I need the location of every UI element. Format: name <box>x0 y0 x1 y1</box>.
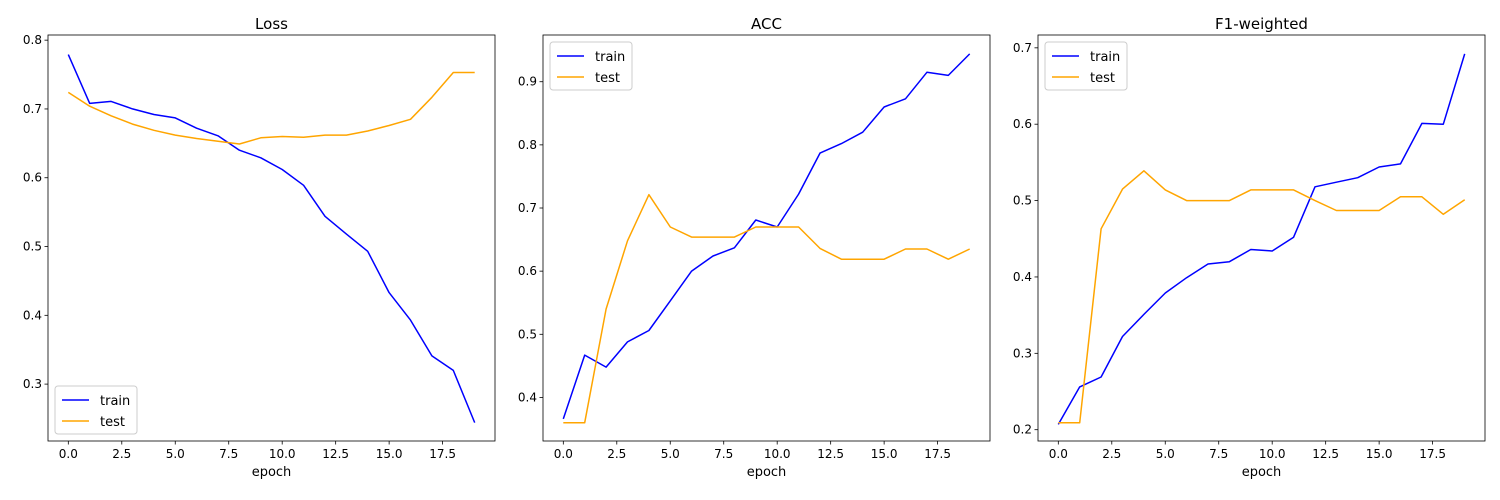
plot-area <box>1038 35 1485 441</box>
y-tick-label: 0.7 <box>518 201 537 215</box>
legend-label-train: train <box>1090 50 1120 65</box>
chart-panel-1: 0.0 2.5 5.0 7.5 10.0 12.5 15.0 17.5 0.3 0.4 0.5 0.6… <box>23 15 496 480</box>
y-tick-label: 0.5 <box>518 327 537 341</box>
series-line-train <box>67 54 476 423</box>
x-tick-label: 12.5 <box>1312 447 1339 461</box>
plot-frame <box>47 34 496 442</box>
x-tick-label: 12.5 <box>322 447 349 461</box>
y-tick-label: 0.3 <box>1013 346 1032 360</box>
x-tick-label: 0.0 <box>59 447 78 461</box>
legend-box <box>549 41 633 91</box>
y-tick-label: 0.6 <box>518 264 537 278</box>
x-tick-label: 12.5 <box>817 447 844 461</box>
plot-frame <box>1037 34 1486 442</box>
chart-title: F1-weighted <box>1215 15 1308 33</box>
x-axis-label: epoch <box>747 465 787 480</box>
plot-area <box>48 35 495 441</box>
plot-area <box>543 35 990 441</box>
x-tick-label: 7.5 <box>1209 447 1228 461</box>
x-tick-label: 10.0 <box>269 447 296 461</box>
y-tick-label: 0.4 <box>23 308 42 322</box>
y-tick-label: 0.2 <box>1013 423 1032 437</box>
y-tick-label: 0.7 <box>23 102 42 116</box>
x-tick-label: 15.0 <box>376 447 403 461</box>
y-tick-label: 0.4 <box>1013 270 1032 284</box>
plot-frame <box>542 34 991 442</box>
x-axis-label: epoch <box>252 465 292 480</box>
x-tick-label: 10.0 <box>764 447 791 461</box>
x-tick-label: 5.0 <box>166 447 185 461</box>
series-line-test <box>67 71 475 145</box>
chart-title: ACC <box>751 15 782 33</box>
legend-box <box>1044 41 1128 91</box>
x-axis-label: epoch <box>1242 465 1282 480</box>
series-line-test <box>1058 170 1466 424</box>
legend-label-test: test <box>595 71 620 86</box>
chart-panel-3: 0.0 2.5 5.0 7.5 10.0 12.5 15.0 17.5 0.2 0.3 0.4 0.5… <box>1013 15 1486 480</box>
x-tick-label: 5.0 <box>1156 447 1175 461</box>
x-tick-label: 2.5 <box>1102 447 1121 461</box>
x-tick-label: 0.0 <box>1049 447 1068 461</box>
legend-label-test: test <box>1090 71 1115 86</box>
x-tick-label: 15.0 <box>1366 447 1393 461</box>
y-tick-label: 0.8 <box>23 33 42 47</box>
x-tick-label: 15.0 <box>871 447 898 461</box>
x-tick-label: 17.5 <box>1419 447 1446 461</box>
legend-label-train: train <box>595 50 625 65</box>
x-tick-label: 5.0 <box>661 447 680 461</box>
series-line-train <box>1057 53 1466 425</box>
y-tick-label: 0.8 <box>518 138 537 152</box>
x-tick-label: 10.0 <box>1259 447 1286 461</box>
y-tick-label: 0.6 <box>1013 117 1032 131</box>
y-tick-label: 0.3 <box>23 377 42 391</box>
y-tick-label: 0.6 <box>23 171 42 185</box>
legend: train test <box>54 385 138 435</box>
legend-box <box>54 385 138 435</box>
y-tick-label: 0.9 <box>518 75 537 89</box>
legend-label-test: test <box>100 415 125 430</box>
legend-label-train: train <box>100 394 130 409</box>
series-line-train <box>562 53 971 420</box>
x-tick-label: 7.5 <box>219 447 238 461</box>
y-tick-label: 0.4 <box>518 390 537 404</box>
chart-title: Loss <box>255 15 288 33</box>
y-tick-label: 0.5 <box>23 240 42 254</box>
x-tick-label: 7.5 <box>714 447 733 461</box>
y-tick-label: 0.5 <box>1013 194 1032 208</box>
legend: train test <box>1044 41 1128 91</box>
chart-panel-2: 0.0 2.5 5.0 7.5 10.0 12.5 15.0 17.5 0.4 0.5 0.6 0.7… <box>518 15 991 480</box>
x-tick-label: 2.5 <box>112 447 131 461</box>
legend: train test <box>549 41 633 91</box>
x-tick-label: 0.0 <box>554 447 573 461</box>
series-line-test <box>563 193 971 424</box>
x-tick-label: 2.5 <box>607 447 626 461</box>
y-tick-label: 0.7 <box>1013 41 1032 55</box>
x-tick-label: 17.5 <box>924 447 951 461</box>
x-tick-label: 17.5 <box>429 447 456 461</box>
